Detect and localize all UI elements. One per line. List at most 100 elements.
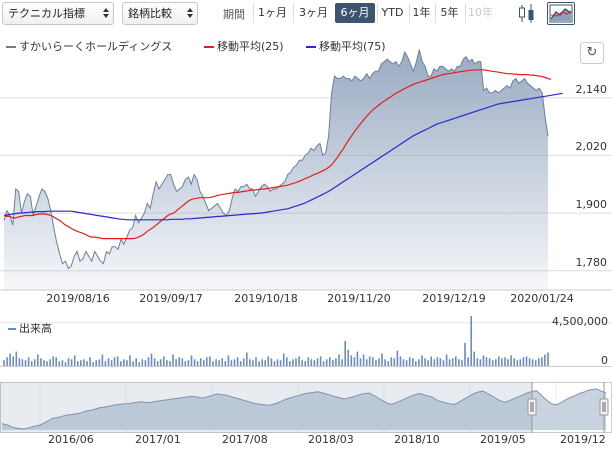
price-tick-label: 1,900 <box>575 198 608 211</box>
technical-indicator-select[interactable]: テクニカル指標 <box>2 2 114 25</box>
volume-bar <box>70 359 73 366</box>
volume-bar <box>335 358 337 366</box>
volume-bar <box>199 358 202 366</box>
volume-bar <box>58 361 61 366</box>
volume-bar <box>67 358 70 366</box>
volume-bar <box>430 356 432 366</box>
navigator-handle-right <box>599 398 609 416</box>
volume-bar <box>282 353 285 366</box>
volume-bar <box>33 359 36 366</box>
volume-bar <box>215 359 217 366</box>
volume-bar <box>488 358 491 366</box>
select-arrows-icon <box>103 8 109 18</box>
volume-bar <box>101 354 104 366</box>
volume-bar <box>40 358 42 366</box>
volume-bar <box>405 360 408 366</box>
price-tick-label: 1,780 <box>575 256 608 269</box>
volume-bar <box>24 360 27 366</box>
volume-bar <box>316 358 319 366</box>
volume-bar <box>261 359 263 366</box>
volume-bar <box>163 356 165 366</box>
volume-bar <box>55 357 57 366</box>
volume-bar <box>120 361 122 366</box>
volume-bar <box>123 359 125 366</box>
volume-bar <box>378 358 380 366</box>
volume-bar <box>206 357 208 366</box>
volume-bar <box>442 360 445 366</box>
volume-bar <box>525 356 528 366</box>
volume-bar <box>528 358 531 366</box>
volume-bar <box>242 358 245 366</box>
volume-bar <box>479 359 482 366</box>
volume-bar <box>184 361 187 366</box>
navigator-date-label: 2016/06 <box>48 433 94 446</box>
volume-bar <box>504 357 506 366</box>
volume-bar <box>451 358 454 366</box>
volume-bar <box>332 360 334 366</box>
volume-bar <box>80 360 82 366</box>
period-button-2[interactable]: 6ヶ月 <box>335 3 375 23</box>
period-button-3[interactable]: YTD <box>377 3 407 23</box>
volume-bar <box>209 356 211 366</box>
volume-bar <box>329 357 331 366</box>
volume-bar <box>412 358 414 366</box>
volume-bar <box>387 361 389 366</box>
date-tick-label: 2019/11/20 <box>327 292 391 305</box>
volume-bar <box>368 356 371 366</box>
volume-bar <box>132 361 134 366</box>
reset-zoom-button[interactable]: ↻ <box>580 42 604 64</box>
volume-bar <box>92 362 94 366</box>
volume-bar <box>113 357 116 366</box>
volume-bar <box>193 359 196 366</box>
volume-bar <box>464 342 466 366</box>
navigator-area <box>2 388 606 430</box>
range-navigator[interactable] <box>0 382 612 451</box>
volume-bar <box>153 358 156 366</box>
volume-bar <box>473 351 475 366</box>
price-line <box>3 49 549 270</box>
period-button-0[interactable]: 1ヶ月 <box>253 3 291 23</box>
candlestick-chart-button[interactable] <box>515 2 539 25</box>
volume-bar <box>495 359 497 366</box>
price-tick-label: 2,020 <box>575 140 608 153</box>
volume-bar <box>544 354 546 366</box>
volume-bar <box>507 359 509 366</box>
compare-stock-select[interactable]: 銘柄比較 <box>122 2 198 25</box>
volume-bar <box>258 361 260 366</box>
volume-bar <box>307 357 310 366</box>
chart-toolbar: テクニカル指標 銘柄比較 期間 1ヶ月 3ヶ月 6ヶ月 YTD 1年 5年 10年 <box>0 0 612 28</box>
volume-bar <box>249 359 251 366</box>
navigator-mask-left <box>0 382 532 433</box>
volume-bar <box>439 358 442 366</box>
volume-bar <box>141 359 144 366</box>
navigator-date-label: 2019/12 <box>560 433 606 446</box>
volume-bar <box>255 357 257 366</box>
area-chart-button[interactable] <box>547 2 575 25</box>
volume-bar <box>159 359 162 366</box>
volume-bar <box>476 358 479 366</box>
volume-bar <box>126 360 128 366</box>
volume-bar <box>298 356 300 366</box>
volume-bar <box>519 359 522 366</box>
volume-chart[interactable] <box>0 316 612 372</box>
volume-bar <box>470 316 472 366</box>
volume-bar <box>498 356 500 366</box>
volume-bar <box>83 359 85 366</box>
volume-tick-label: 0 <box>601 354 608 367</box>
volume-bar <box>344 341 346 366</box>
period-button-5[interactable]: 5年 <box>435 3 463 23</box>
volume-bar <box>276 359 279 366</box>
volume-bar <box>267 356 270 366</box>
volume-bar <box>196 361 199 366</box>
legend-price-label: すかいらーくホールディングス <box>19 40 173 53</box>
volume-bar <box>319 356 322 366</box>
volume-bar <box>246 352 248 366</box>
candlestick-icon <box>519 4 534 23</box>
period-button-1[interactable]: 3ヶ月 <box>293 3 333 23</box>
period-button-4[interactable]: 1年 <box>409 3 433 23</box>
legend-ma75-label: 移動平均(75) <box>319 40 386 53</box>
volume-bar <box>73 355 76 366</box>
price-tick-label: 2,140 <box>575 83 608 96</box>
price-chart[interactable] <box>0 30 612 310</box>
volume-bar <box>301 360 303 366</box>
